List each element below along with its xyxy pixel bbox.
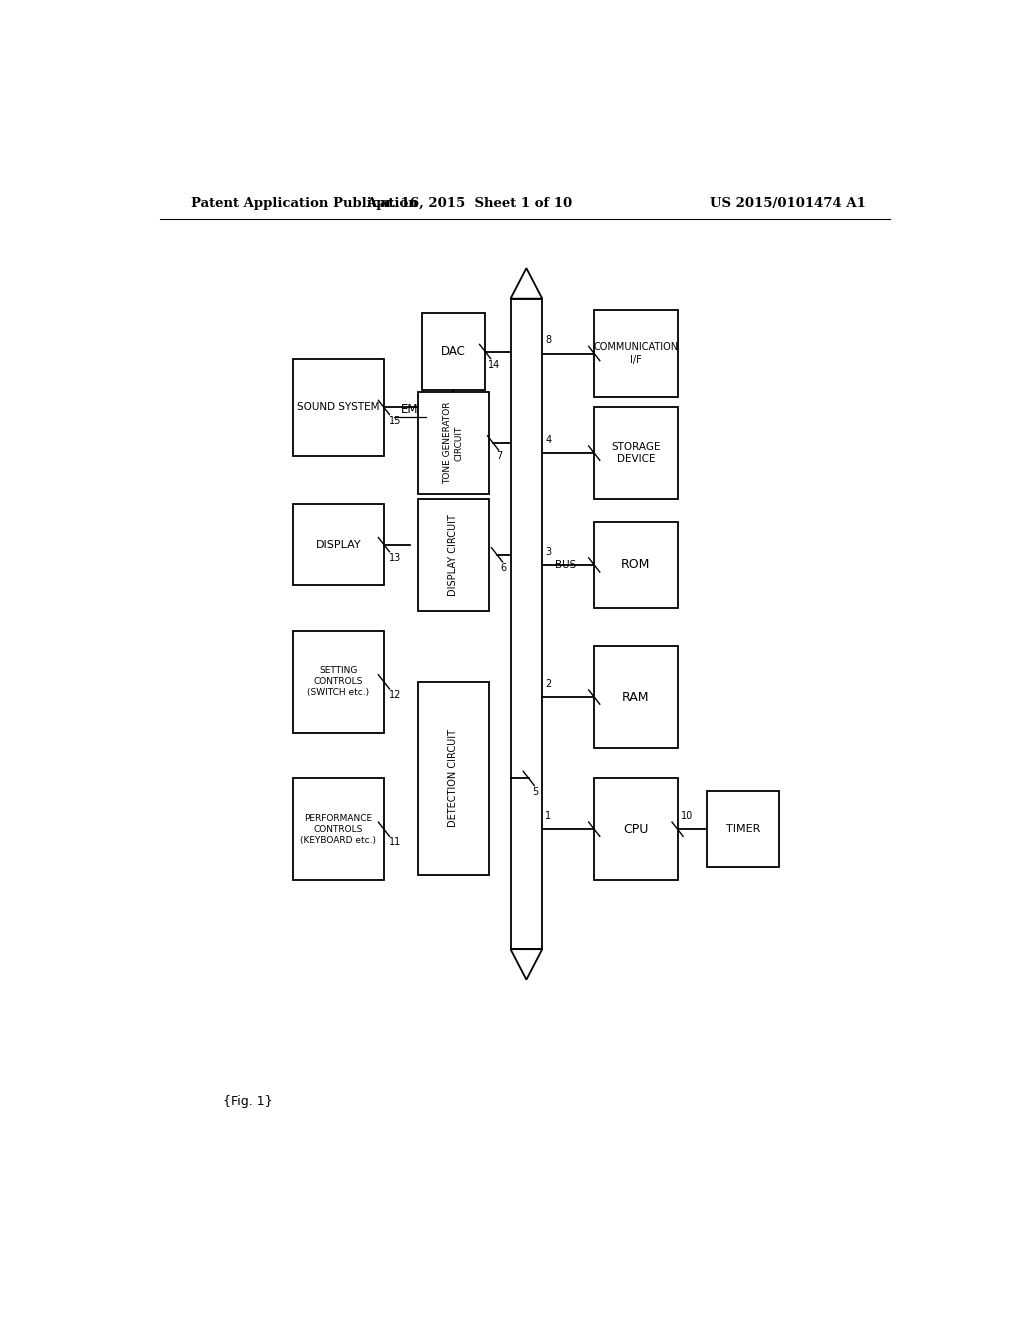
Text: DISPLAY: DISPLAY [315,540,361,549]
Text: 7: 7 [497,451,503,461]
Text: 12: 12 [389,690,401,700]
Polygon shape [511,949,543,979]
Text: 1: 1 [546,810,552,821]
Text: STORAGE
DEVICE: STORAGE DEVICE [611,442,660,465]
Text: EM: EM [401,403,419,416]
Text: 2: 2 [546,678,552,689]
Text: {Fig. 1}: {Fig. 1} [223,1096,272,1107]
Bar [708,791,778,867]
Bar [594,779,678,880]
Text: 5: 5 [531,787,539,796]
Bar [293,359,384,455]
Text: 11: 11 [389,837,401,847]
Text: SOUND SYSTEM: SOUND SYSTEM [297,403,380,412]
Bar [594,408,678,499]
Text: SETTING
CONTROLS
(SWITCH etc.): SETTING CONTROLS (SWITCH etc.) [307,667,370,697]
Text: PERFORMANCE
CONTROLS
(KEYBOARD etc.): PERFORMANCE CONTROLS (KEYBOARD etc.) [300,813,376,845]
Bar [293,631,384,733]
Text: TONE GENERATOR
CIRCUIT: TONE GENERATOR CIRCUIT [443,401,464,484]
Bar [422,313,485,389]
Text: 6: 6 [500,562,506,573]
Bar [594,521,678,609]
Text: CPU: CPU [624,822,648,836]
Text: DETECTION CIRCUIT: DETECTION CIRCUIT [449,730,459,828]
Text: Patent Application Publication: Patent Application Publication [191,197,418,210]
Bar [594,310,678,397]
Text: 15: 15 [389,416,401,425]
Bar [511,298,543,949]
Bar [418,682,489,875]
Text: 13: 13 [389,553,401,562]
Text: US 2015/0101474 A1: US 2015/0101474 A1 [711,197,866,210]
Text: BUS: BUS [555,560,577,570]
Bar [594,647,678,748]
Bar [418,392,489,494]
Text: 10: 10 [681,810,693,821]
Text: RAM: RAM [623,690,649,704]
Text: 3: 3 [546,546,552,557]
Text: ROM: ROM [622,558,650,572]
Text: TIMER: TIMER [726,824,760,834]
Bar [293,779,384,880]
Bar [418,499,489,611]
Polygon shape [511,268,543,298]
Text: DISPLAY CIRCUIT: DISPLAY CIRCUIT [449,513,459,595]
Bar [293,504,384,585]
Text: COMMUNICATION
I/F: COMMUNICATION I/F [593,342,679,364]
Text: 8: 8 [546,335,552,346]
Text: DAC: DAC [441,345,466,358]
Text: Apr. 16, 2015  Sheet 1 of 10: Apr. 16, 2015 Sheet 1 of 10 [367,197,572,210]
Text: 4: 4 [546,436,552,445]
Text: 14: 14 [488,359,501,370]
